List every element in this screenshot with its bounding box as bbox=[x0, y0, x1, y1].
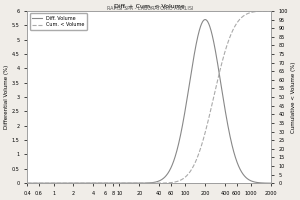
Legend: Diff. Volume, Cum. < Volume: Diff. Volume, Cum. < Volume bbox=[30, 13, 87, 30]
Y-axis label: Cumulative < Volume (%): Cumulative < Volume (%) bbox=[291, 61, 296, 133]
Text: RAPISI SPA - LABORATORIO ANALISI: RAPISI SPA - LABORATORIO ANALISI bbox=[107, 6, 193, 11]
Y-axis label: Differential Volume (%): Differential Volume (%) bbox=[4, 65, 9, 129]
Title: Diff. + Cum. < Volume: Diff. + Cum. < Volume bbox=[114, 4, 184, 9]
